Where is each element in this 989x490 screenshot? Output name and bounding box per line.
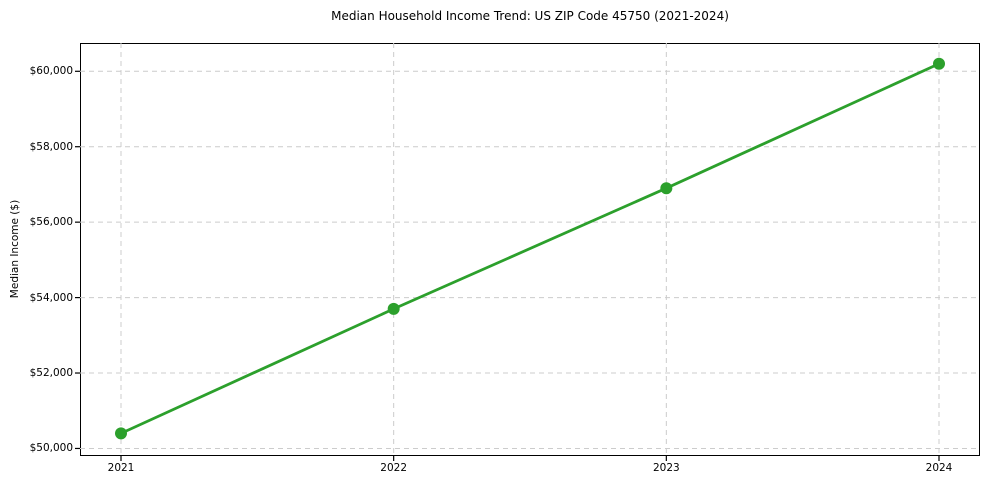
x-tick-label: 2022 (380, 462, 408, 474)
x-tick-label: 2024 (925, 462, 953, 474)
y-tick-label: $56,000 (29, 216, 73, 229)
chart-title: Median Household Income Trend: US ZIP Co… (331, 9, 729, 23)
data-point-2022 (387, 302, 400, 315)
plot-area (74, 42, 980, 461)
plot-canvas (74, 42, 980, 461)
x-tick-label: 2023 (652, 462, 680, 474)
income-trend-line (119, 61, 940, 435)
x-tick-label: 2021 (107, 462, 135, 474)
y-tick-label: $54,000 (29, 291, 73, 304)
y-tick-label: $52,000 (29, 367, 73, 380)
data-point-2024 (932, 57, 945, 70)
data-point-2023 (659, 181, 672, 194)
y-tick-label: $50,000 (29, 442, 73, 455)
data-point-2021 (114, 426, 127, 439)
y-axis-label: Median Income ($) (9, 199, 21, 299)
y-tick-label: $58,000 (29, 140, 73, 153)
y-tick-label: $60,000 (29, 65, 73, 78)
